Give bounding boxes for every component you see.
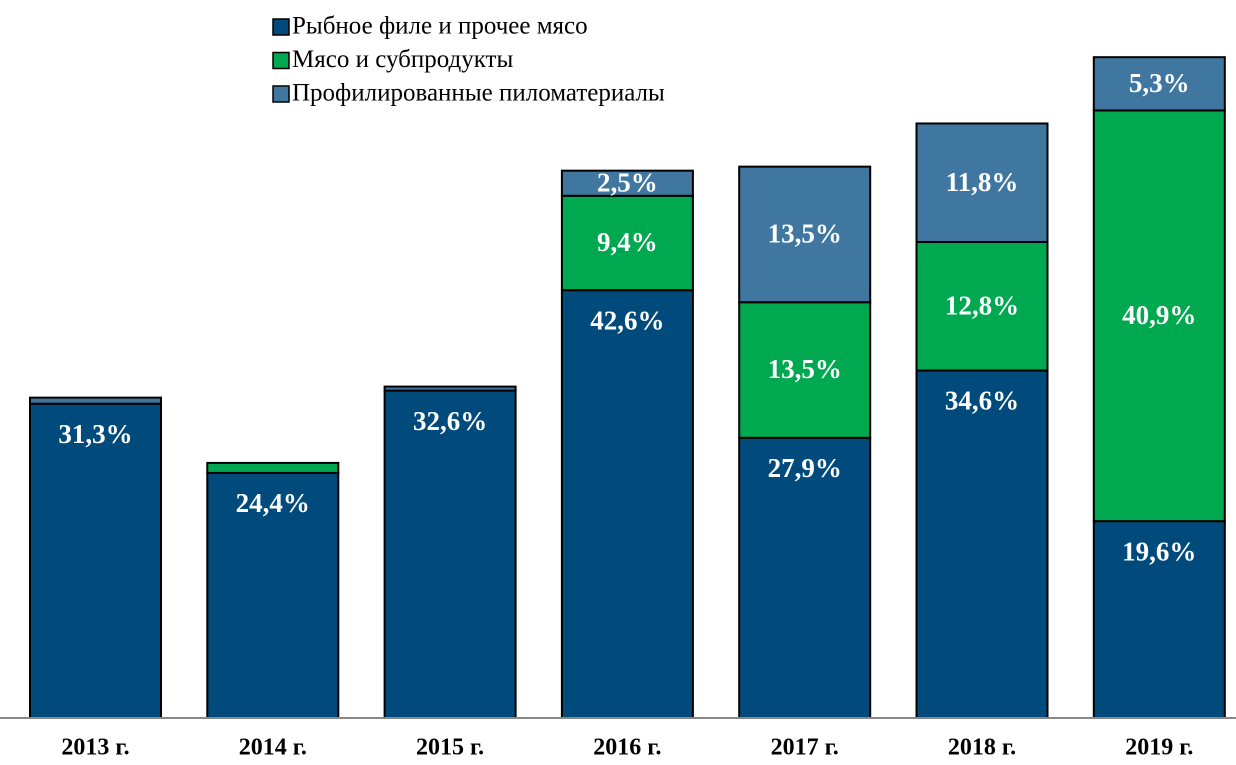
bar-segment [383,389,517,719]
data-label: 13,5% [768,354,842,384]
x-tick-label: 2018 г. [948,735,1016,761]
data-label: 5,3% [1129,68,1190,98]
data-label: 31,3% [58,419,132,449]
bar-segment [915,122,1049,243]
bar-segment [560,169,694,197]
data-label: 2,5% [597,167,658,197]
bar-segment [1092,56,1226,112]
data-label: 13,5% [768,219,842,249]
data-label: 19,6% [1122,536,1196,566]
x-tick-label: 2014 г. [239,735,307,761]
bar-segment [560,194,694,292]
legend-swatch [272,85,290,103]
legend-swatch [272,18,290,36]
bar-segment [560,289,694,719]
legend-label: Профилированные пиломатериалы [292,80,665,107]
bar-segment [206,461,340,474]
data-label: 24,4% [236,488,310,518]
data-label: 11,8% [946,167,1019,197]
data-label: 34,6% [945,386,1019,416]
legend-label: Рыбное филе и прочее мясо [292,13,588,40]
x-tick-label: 2013 г. [61,735,129,761]
x-tick-label: 2019 г. [1125,735,1193,761]
x-tick-label: 2015 г. [416,735,484,761]
data-label: 32,6% [413,406,487,436]
bar-segment [383,385,517,392]
data-label: 12,8% [945,290,1019,320]
x-tick-label: 2016 г. [593,735,661,761]
data-label: 27,9% [768,453,842,483]
bar-segment [738,436,872,719]
bar-segment [738,165,872,304]
bar-segment [1092,109,1226,523]
bar-segment [29,402,162,719]
bar-segment [738,301,872,439]
data-label: 40,9% [1122,300,1196,330]
data-label: 9,4% [597,227,658,257]
data-label: 42,6% [590,305,664,335]
x-tick-label: 2017 г. [771,735,839,761]
bar-segment [206,471,340,719]
bar-segment [915,369,1049,719]
bar-segment [915,240,1049,372]
bar-segment [29,396,162,405]
legend-swatch [272,51,290,70]
legend-label: Мясо и субпродукты [292,46,513,73]
